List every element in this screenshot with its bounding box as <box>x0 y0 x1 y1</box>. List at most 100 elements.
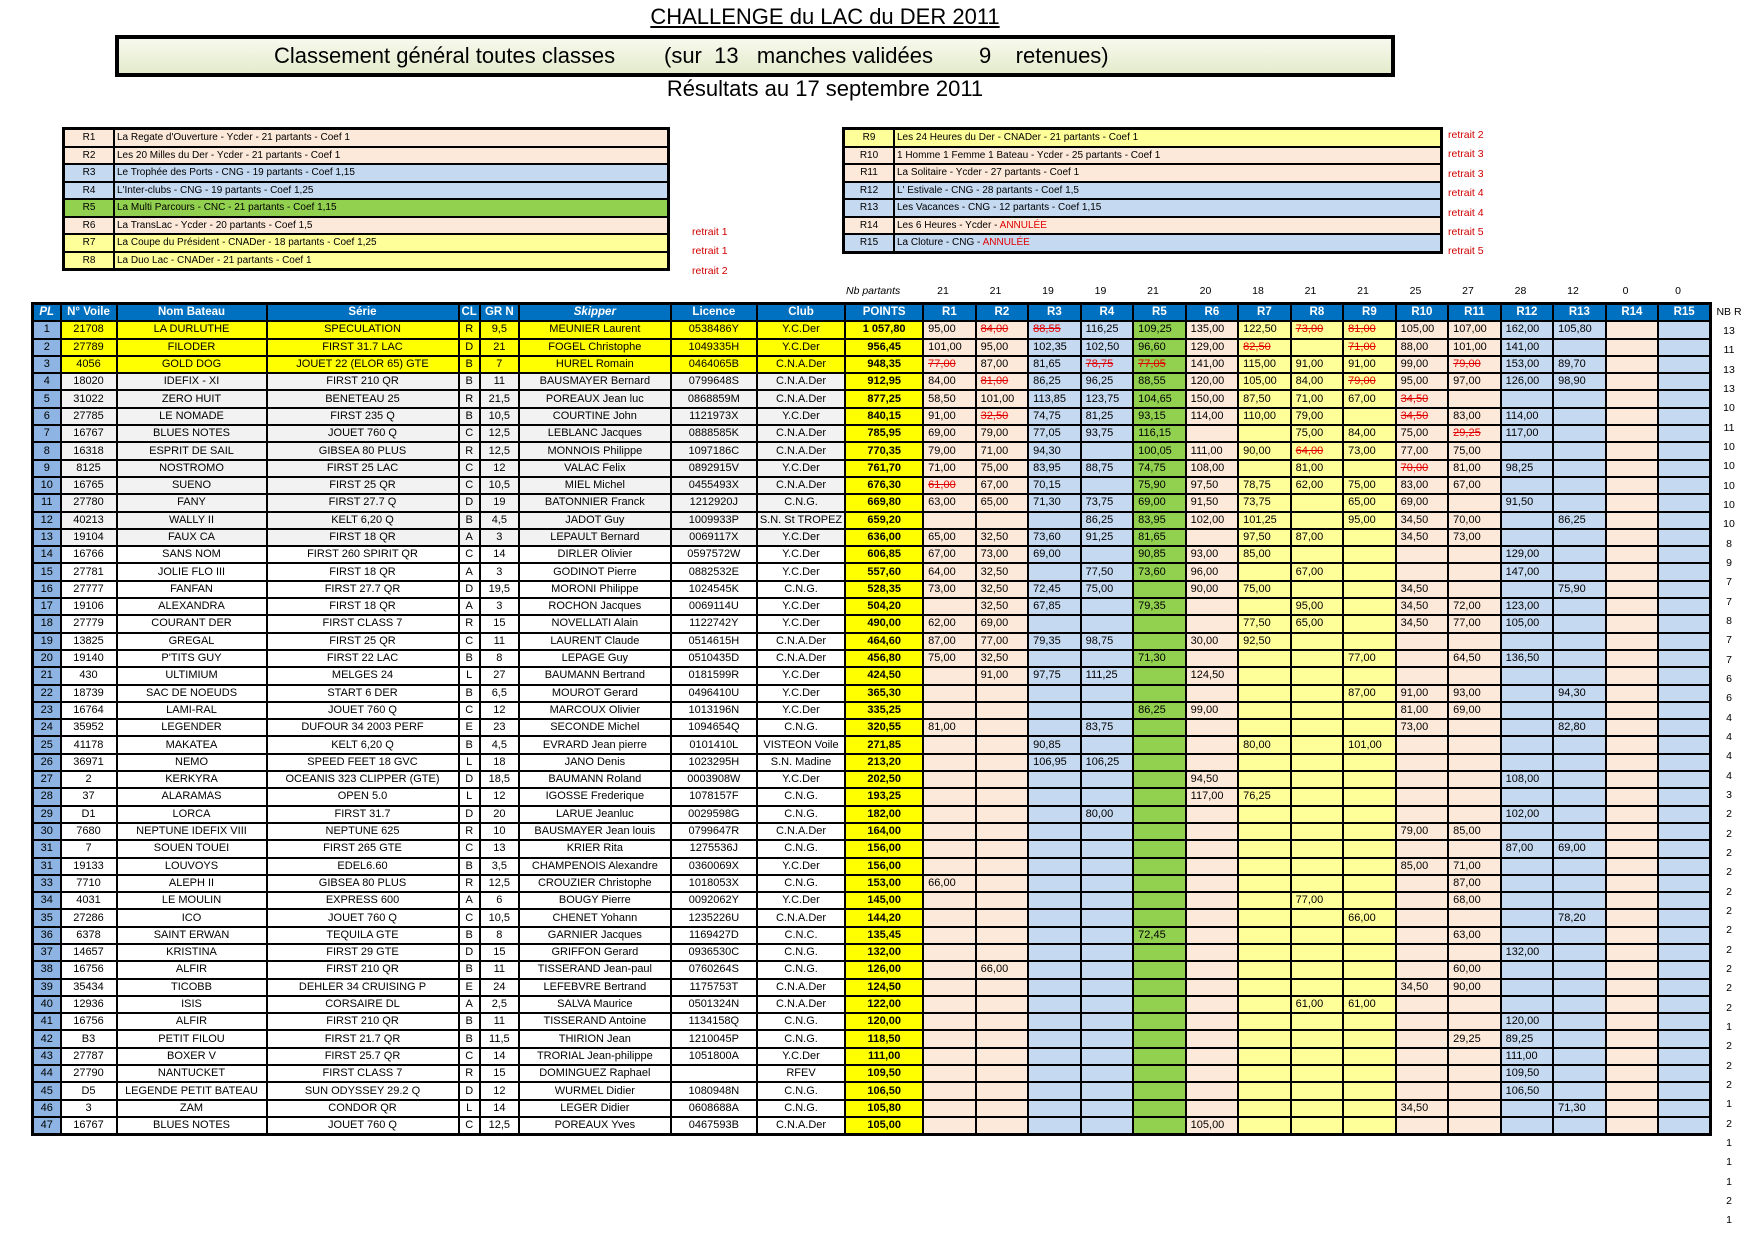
table-row: 5 31022 ZERO HUIT BENETEAU 25 R 21,5 POREAUX J… <box>31 389 1712 409</box>
race-result-r9 <box>1342 821 1397 842</box>
column-header[interactable]: R10 <box>1394 302 1450 323</box>
table-row: 30 7680 NEPTUNE IDEFIX VIII NEPTUNE 625 R 10 B… <box>31 821 1712 842</box>
column-header[interactable]: PL <box>31 302 62 323</box>
licence-cell: 0882532E <box>669 562 758 582</box>
race-result-r1 <box>922 1115 977 1136</box>
sail-number-cell: 4031 <box>59 891 118 911</box>
licence-cell: 1275536J <box>669 839 758 859</box>
class-cell: C <box>457 700 481 721</box>
race-result-r7 <box>1237 994 1292 1015</box>
club-cell: C.N.A.Der <box>755 994 847 1015</box>
column-header[interactable]: R11 <box>1447 302 1502 323</box>
series-cell: JOUET 760 Q <box>265 1115 460 1136</box>
race-result-r9 <box>1342 873 1397 894</box>
column-header[interactable]: R14 <box>1604 302 1660 323</box>
race-result-r5: 116,15 <box>1132 424 1187 444</box>
column-header[interactable]: R15 <box>1657 302 1712 323</box>
column-header[interactable]: Série <box>265 302 460 323</box>
score: 77,50 <box>1085 565 1114 578</box>
race-result-r10 <box>1394 891 1450 911</box>
column-header[interactable]: R5 <box>1132 302 1187 323</box>
club-cell: C.N.G. <box>755 960 847 980</box>
nb-races-count: 1 <box>1726 1214 1732 1227</box>
column-header[interactable]: R7 <box>1237 302 1292 323</box>
race-result-r8: 87,00 <box>1289 527 1345 548</box>
column-header[interactable]: R1 <box>922 302 977 323</box>
race-result-r3 <box>1027 1064 1082 1084</box>
table-row: 7 16767 BLUES NOTES JOUET 760 Q C 12,5 LEBLANC… <box>31 424 1712 444</box>
column-header[interactable]: Club <box>755 302 847 323</box>
column-header[interactable]: POINTS <box>844 302 925 323</box>
race-result-r11 <box>1447 545 1502 565</box>
score: 66,00 <box>980 963 1009 976</box>
series-cell: FIRST 25.7 QR <box>265 1046 460 1067</box>
column-header[interactable]: R2 <box>974 302 1030 323</box>
skipper-cell: MARCOUX Olivier <box>517 700 672 721</box>
series-cell: JOUET 760 Q <box>265 424 460 444</box>
column-header[interactable]: Skipper <box>517 302 672 323</box>
column-header[interactable]: R13 <box>1552 302 1607 323</box>
sail-number-cell: 16766 <box>59 545 118 565</box>
column-header[interactable]: R9 <box>1342 302 1397 323</box>
race-result-r9 <box>1342 527 1397 548</box>
column-header[interactable]: R3 <box>1027 302 1082 323</box>
nb-races-count: 2 <box>1726 866 1732 879</box>
race-result-r4: 96,25 <box>1079 372 1135 392</box>
column-header[interactable]: R6 <box>1184 302 1240 323</box>
place-cell: 44 <box>31 1064 62 1084</box>
column-header[interactable]: R8 <box>1289 302 1345 323</box>
skipper-cell: LEPAULT Bernard <box>517 527 672 548</box>
race-result-r15 <box>1657 527 1712 548</box>
sail-number-cell: 27779 <box>59 614 118 634</box>
column-header[interactable]: N° Voile <box>59 302 118 323</box>
race-result-r2: 69,00 <box>974 614 1030 634</box>
race-result-r5: 93,15 <box>1132 406 1187 427</box>
score: 122,50 <box>1243 323 1277 336</box>
discarded-score: 70,00 <box>1400 461 1429 474</box>
race-result-r13 <box>1552 406 1607 427</box>
race-result-r11 <box>1447 718 1502 738</box>
column-header[interactable]: CL <box>457 302 481 323</box>
column-header[interactable]: R12 <box>1499 302 1555 323</box>
points-cell: 956,45 <box>844 337 925 357</box>
skipper-cell: POREAUX Jean luc <box>517 389 672 409</box>
place-cell: 30 <box>31 821 62 842</box>
race-text: La Regate d'Ouverture - Ycder - 21 parta… <box>117 132 350 144</box>
race-legend-row: R12 L' Estivale - CNG - 28 partants - Coe… <box>842 180 1443 200</box>
race-result-r4 <box>1079 545 1135 565</box>
race-result-r14 <box>1604 475 1660 496</box>
score: 79,00 <box>1295 409 1324 422</box>
handicap-cell: 6,5 <box>478 683 520 703</box>
score: 110,00 <box>1243 409 1276 422</box>
score: 60,00 <box>1453 963 1481 976</box>
handicap-cell: 20 <box>478 804 520 824</box>
score: 132,00 <box>1505 946 1540 959</box>
nb-partants-value: 19 <box>1094 285 1107 297</box>
race-result-r1: 65,00 <box>922 527 977 548</box>
column-header[interactable]: R4 <box>1079 302 1135 323</box>
race-result-r5 <box>1132 908 1187 928</box>
race-result-r10: 34,50 <box>1394 579 1450 600</box>
race-result-r14 <box>1604 700 1660 721</box>
race-result-r5 <box>1132 1098 1187 1118</box>
points-cell: 770,35 <box>844 441 925 461</box>
race-result-r10 <box>1394 960 1450 980</box>
score: 95,00 <box>1295 600 1324 613</box>
licence-cell: 1134158Q <box>669 1012 758 1032</box>
race-result-r10 <box>1394 839 1450 859</box>
score: 109,50 <box>1505 1067 1540 1080</box>
handicap-cell: 14 <box>478 545 520 565</box>
race-result-r6 <box>1184 752 1240 773</box>
column-header[interactable]: GR N <box>478 302 520 323</box>
race-result-r10 <box>1394 925 1450 946</box>
column-header[interactable]: Nom Bateau <box>115 302 268 323</box>
race-result-r5 <box>1132 1012 1187 1032</box>
column-header[interactable]: Licence <box>669 302 758 323</box>
handicap-cell: 12,5 <box>478 873 520 894</box>
series-cell: CONDOR QR <box>265 1098 460 1118</box>
race-result-r11: 87,00 <box>1447 873 1502 894</box>
handicap-cell: 4,5 <box>478 735 520 755</box>
score: 32,50 <box>980 582 1009 595</box>
skipper-cell: JADOT Guy <box>517 510 672 530</box>
race-result-r3: 90,85 <box>1027 735 1082 755</box>
